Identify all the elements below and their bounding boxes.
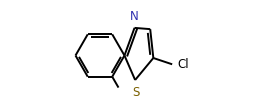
Text: Cl: Cl <box>178 57 190 70</box>
Text: S: S <box>132 85 139 98</box>
Text: N: N <box>130 10 138 23</box>
